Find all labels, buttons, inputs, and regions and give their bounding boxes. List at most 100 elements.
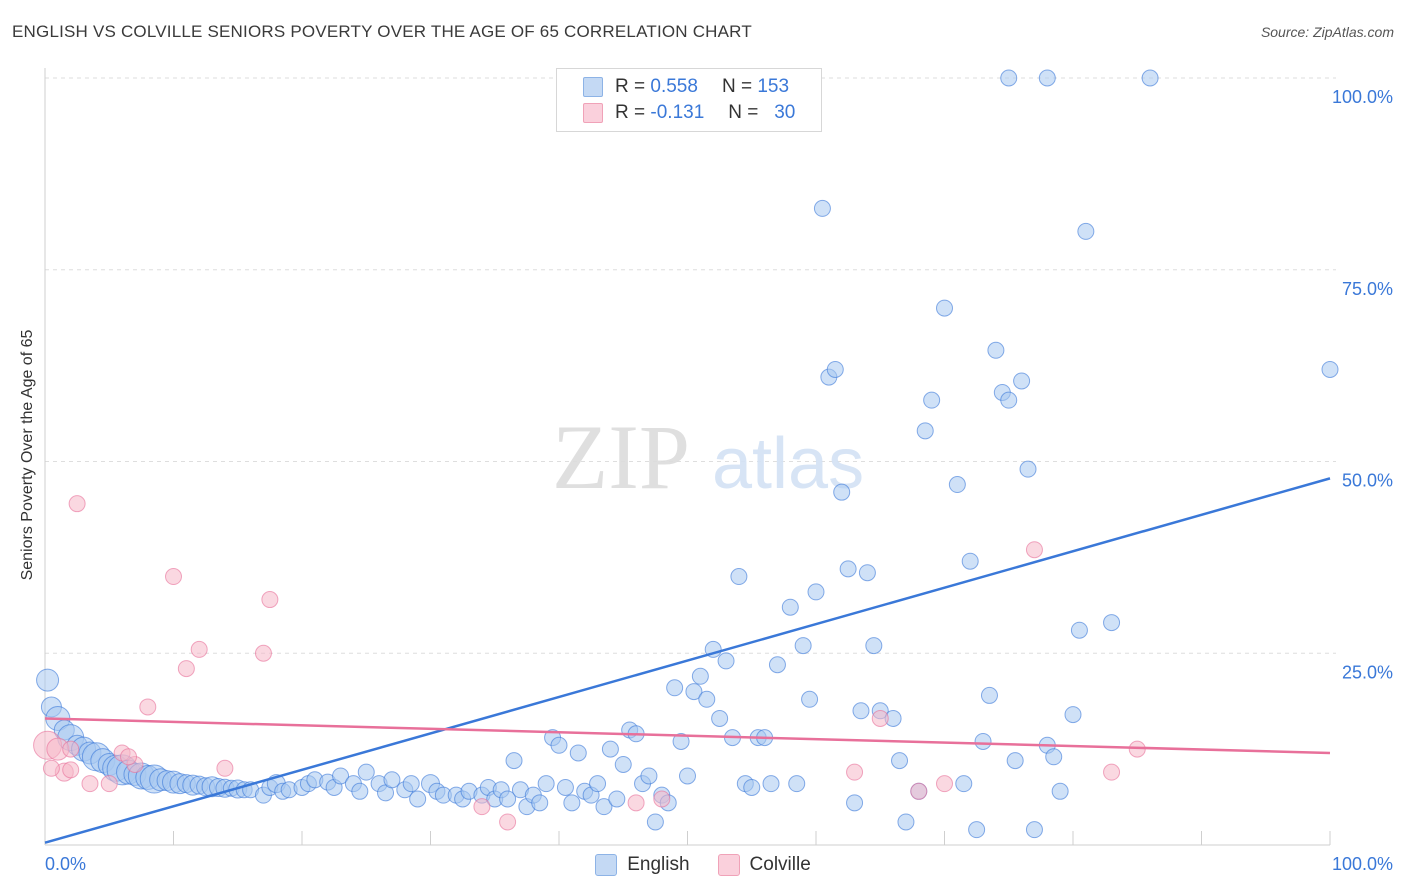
data-point: [968, 821, 986, 839]
data-point: [614, 755, 632, 773]
data-point: [569, 744, 587, 762]
data-point: [910, 782, 928, 800]
legend-r-label: R =: [615, 76, 646, 97]
grid-lines: [45, 77, 1336, 654]
y-tick-label: 25.0%: [1342, 662, 1393, 682]
data-point: [653, 790, 671, 808]
legend-swatch-english: [583, 77, 603, 97]
data-point: [936, 299, 953, 317]
data-point: [801, 690, 819, 708]
legend-r-label: R =: [615, 102, 646, 123]
data-point: [351, 782, 369, 800]
data-point: [711, 709, 729, 727]
y-axis-label: Seniors Poverty Over the Age of 65: [19, 329, 36, 581]
data-point: [987, 341, 1005, 359]
series-legend-english: English: [595, 854, 690, 876]
series-swatch-colville: [717, 854, 740, 876]
legend-r-value: 0.558: [650, 76, 698, 97]
data-point: [332, 767, 350, 785]
data-point: [1038, 69, 1056, 87]
y-tick-label: 100.0%: [1332, 87, 1393, 107]
trend-line-colville: [44, 717, 1331, 755]
data-point: [762, 775, 780, 793]
data-point: [961, 552, 979, 570]
data-point: [62, 761, 80, 779]
data-point: [595, 798, 613, 816]
legend-row-english: R = 0.558 N = 153: [583, 75, 789, 99]
data-point: [1013, 372, 1031, 390]
data-point: [743, 778, 761, 796]
data-point: [1064, 706, 1082, 724]
data-point: [1051, 782, 1069, 800]
legend-r-value: -0.131: [650, 102, 705, 123]
data-point: [601, 740, 619, 758]
data-point: [402, 775, 420, 793]
data-point: [589, 775, 607, 793]
y-tick-label: 50.0%: [1342, 471, 1393, 491]
data-point: [807, 583, 825, 601]
data-point: [691, 667, 709, 685]
data-point: [190, 640, 208, 658]
data-point: [936, 775, 953, 793]
data-point: [254, 644, 272, 662]
data-point: [42, 759, 60, 777]
data-point: [858, 564, 876, 582]
data-point: [563, 794, 581, 812]
data-point: [833, 483, 851, 501]
data-point: [871, 709, 889, 727]
data-point: [1025, 821, 1043, 839]
data-point: [531, 794, 549, 812]
legend-swatch-colville: [583, 103, 603, 123]
data-point: [1019, 460, 1037, 478]
trend-line-english: [44, 477, 1331, 844]
data-point: [139, 698, 157, 716]
data-point: [499, 790, 517, 808]
series-legend-colville: Colville: [717, 854, 811, 876]
series-legend: English Colville: [0, 852, 1406, 878]
data-point: [608, 790, 626, 808]
data-point: [781, 598, 799, 616]
legend-row-colville: R = -0.131 N = 30: [583, 101, 795, 125]
correlation-legend: R = 0.558 N = 153 R = -0.131 N = 30: [556, 68, 822, 132]
legend-n-value: 30: [774, 102, 796, 123]
data-point: [1000, 391, 1018, 409]
data-point: [1103, 614, 1121, 632]
data-point: [923, 391, 941, 409]
data-point: [640, 767, 658, 785]
data-point: [794, 637, 812, 655]
data-point: [865, 637, 883, 655]
data-point: [852, 702, 870, 720]
data-point: [813, 199, 831, 217]
data-point: [1006, 752, 1024, 770]
data-point: [897, 813, 915, 831]
data-point: [672, 732, 690, 750]
series-colville: [33, 495, 1146, 831]
data-point: [216, 759, 234, 777]
axes: [44, 68, 1331, 846]
data-point: [383, 771, 401, 789]
legend-n-value: 153: [757, 76, 790, 97]
data-point: [826, 360, 844, 378]
legend-n-label: N =: [721, 76, 753, 97]
chart-title: ENGLISH VS COLVILLE SENIORS POVERTY OVER…: [12, 22, 752, 41]
data-point: [81, 775, 99, 793]
data-point: [473, 798, 491, 816]
x-tick-label: 100.0%: [1332, 854, 1393, 874]
data-point: [846, 763, 864, 781]
data-point: [499, 813, 517, 831]
data-point: [916, 422, 934, 440]
data-point: [1077, 222, 1095, 240]
data-point: [505, 752, 523, 770]
data-point: [839, 560, 857, 578]
data-point: [1070, 621, 1088, 639]
trend-lines: [44, 477, 1331, 844]
source-label: Source: ZipAtlas.com: [1260, 24, 1394, 40]
data-point: [357, 763, 375, 781]
data-point: [730, 568, 748, 586]
data-point: [556, 778, 574, 796]
series-label-english: English: [627, 854, 690, 875]
series-label-colville: Colville: [749, 854, 811, 875]
data-point: [717, 652, 735, 670]
data-point: [261, 591, 279, 609]
